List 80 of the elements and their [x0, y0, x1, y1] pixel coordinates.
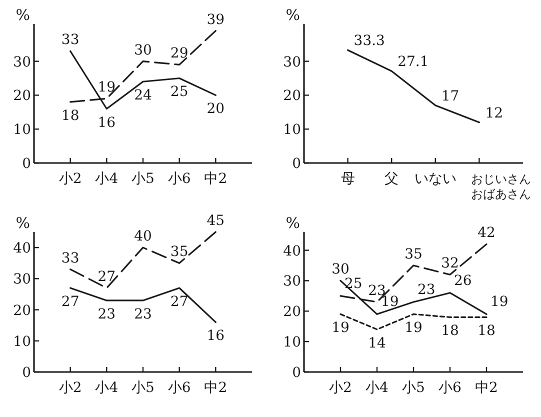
data-label: 18 [441, 323, 459, 340]
line-series [347, 49, 480, 124]
y-tick-label: 20 [13, 88, 31, 104]
data-label: 16 [98, 114, 116, 131]
x-tick-label: 小2 [58, 380, 82, 396]
x-tick-label: 母 [340, 171, 355, 187]
data-label: 26 [454, 272, 472, 289]
data-label: 24 [134, 88, 152, 104]
y-tick-label: 0 [292, 156, 301, 172]
data-label: 35 [404, 246, 422, 262]
data-label: 14 [368, 335, 386, 352]
data-label: 33 [61, 250, 80, 266]
data-label: 35 [170, 244, 188, 260]
x-tick-label: 小6 [438, 380, 462, 396]
data-label: 29 [170, 46, 188, 62]
data-label: 30 [332, 262, 350, 278]
y-tick-label: 40 [13, 240, 31, 257]
data-label: 27 [98, 269, 116, 285]
y-tick-label: 30 [283, 54, 301, 70]
data-label: 42 [478, 225, 496, 242]
data-label: 20 [206, 101, 225, 118]
data-label: 32 [441, 256, 459, 272]
data-label: 19 [490, 294, 508, 310]
y-axis-title: % [16, 214, 30, 232]
y-tick-label: 0 [22, 365, 31, 381]
data-label: 33.3 [354, 33, 385, 50]
data-label: 19 [404, 320, 422, 336]
y-tick-label: 20 [13, 302, 31, 319]
x-tick-label: 中2 [204, 380, 228, 396]
x-tick-label: 小4 [95, 171, 118, 187]
y-tick-label: 20 [283, 88, 301, 104]
x-tick-label: 中2 [475, 380, 498, 396]
y-tick-label: 30 [13, 54, 31, 70]
x-tick-label: 小5 [132, 380, 154, 396]
y-tick-label: 30 [13, 272, 31, 288]
y-tick-label: 10 [13, 334, 31, 350]
data-label: 23 [418, 282, 436, 298]
y-tick-label: 30 [283, 274, 301, 290]
data-label: 45 [206, 213, 225, 229]
y-axis-title: % [286, 6, 300, 24]
data-label: 19 [98, 80, 116, 96]
x-tick-label: 父 [384, 171, 399, 187]
y-axis-title: % [286, 214, 300, 232]
data-label: 19 [381, 294, 399, 310]
y-tick-label: 40 [283, 243, 301, 260]
x-tick-label: いない [414, 171, 456, 187]
x-tick-label: 小5 [402, 380, 425, 396]
data-label: 18 [478, 323, 496, 340]
data-label: 39 [206, 12, 225, 28]
data-label: 23 [98, 306, 116, 322]
data-label: 27 [170, 294, 188, 310]
data-label: 40 [134, 228, 152, 245]
x-tick-label: 小2 [58, 171, 82, 187]
data-label: 16 [206, 328, 225, 344]
y-tick-label: 10 [283, 122, 301, 138]
y-tick-label: 0 [292, 365, 301, 381]
x-tick-label: 小4 [366, 380, 389, 396]
data-label: 33 [61, 32, 80, 48]
data-label: 25 [344, 276, 362, 292]
y-tick-label: 10 [13, 122, 31, 138]
data-label: 12 [485, 105, 504, 122]
x-tick-label: 小2 [329, 380, 352, 396]
x-tick-label: 小6 [168, 171, 191, 187]
x-tick-label: 小5 [132, 171, 154, 187]
data-label: 18 [61, 108, 80, 124]
x-tick-label: 小4 [95, 380, 118, 396]
data-label: 23 [134, 306, 152, 322]
x-tick-label: 中2 [204, 171, 228, 187]
y-tick-label: 0 [22, 156, 31, 172]
y-axis-title: % [16, 6, 30, 24]
data-label: 30 [134, 42, 152, 58]
x-tick-label: 小6 [168, 380, 191, 396]
data-label: 27.1 [398, 54, 429, 70]
data-label: 27 [61, 294, 80, 310]
data-label: 17 [441, 88, 460, 104]
data-label: 25 [170, 84, 188, 100]
y-tick-label: 10 [283, 334, 301, 351]
y-tick-label: 20 [283, 304, 301, 320]
data-label: 19 [332, 320, 350, 336]
x-tick-label: おじいさんおばあさん [471, 172, 532, 201]
